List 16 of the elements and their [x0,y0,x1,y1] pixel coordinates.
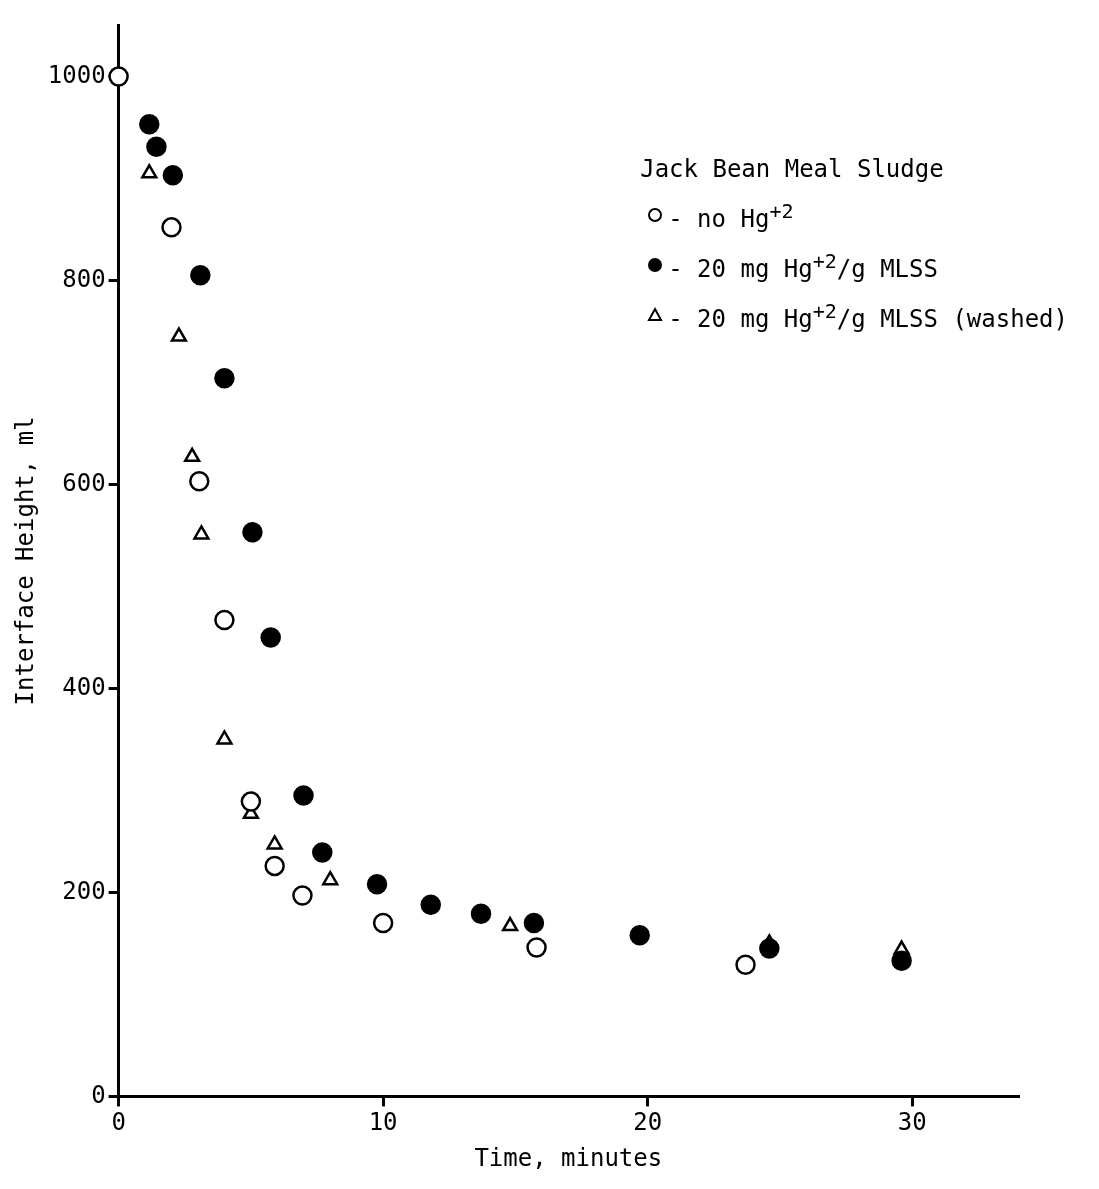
legend-label: - no Hg$^{+2}$ [668,198,794,235]
x-tick-label: 10 [368,1108,398,1137]
legend-label: - 20 mg Hg$^{+2}$/g MLSS (washed) [668,298,1068,335]
y-tick-label: 800 [62,264,106,293]
x-tick-label: 0 [111,1108,126,1137]
y-tick-label: 200 [62,876,106,905]
legend-title: Jack Bean Meal Sludge [640,154,945,185]
y-tick-label: 1000 [47,60,106,89]
y-tick-label: 400 [62,672,106,701]
x-axis-title: Time, minutes [474,1143,663,1172]
legend-label: - 20 mg Hg$^{+2}$/g MLSS [668,248,938,285]
y-tick-label: 0 [91,1080,106,1109]
y-axis-title: Interface Height, ml [10,416,39,706]
x-tick-label: 20 [633,1108,663,1137]
y-tick-label: 600 [62,468,106,497]
x-tick-label: 30 [897,1108,927,1137]
